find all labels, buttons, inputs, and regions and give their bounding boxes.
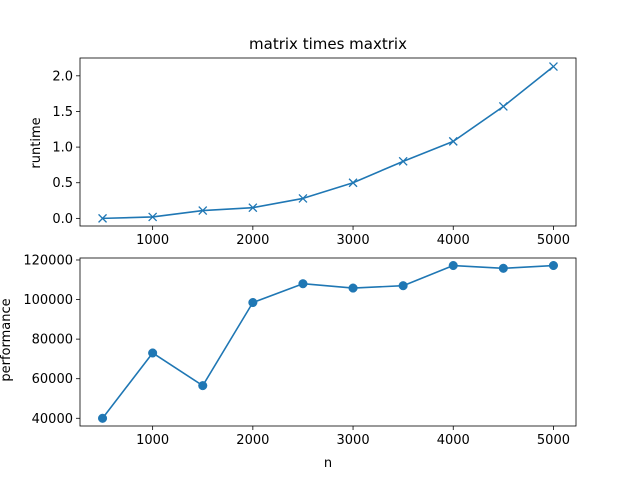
data-point-x-marker <box>398 156 408 166</box>
data-point-stroke <box>498 102 508 111</box>
axes-frame <box>79 57 577 227</box>
data-point-x-marker <box>198 206 208 215</box>
y-tick-label: 40000 <box>32 412 73 427</box>
data-point-circle-marker <box>198 381 208 391</box>
x-tick-label: 2000 <box>236 433 269 448</box>
data-point-x-marker <box>448 136 458 146</box>
y-tick-label: 0.0 <box>52 212 73 227</box>
data-point-x-marker <box>548 62 558 72</box>
data-point-x-marker <box>348 178 358 188</box>
data-point-circle-marker <box>398 281 408 291</box>
data-point-circle-marker <box>298 279 308 289</box>
data-point-circle-marker <box>498 263 508 273</box>
data-point-circle-marker <box>448 260 458 271</box>
data-point-circle-marker <box>548 260 559 271</box>
x-tick-label: 3000 <box>337 233 370 248</box>
data-point-x-marker <box>498 102 508 111</box>
y-tick-label: 100000 <box>23 293 73 308</box>
data-point-circle-marker <box>97 413 108 423</box>
x-tick-label: 1000 <box>136 433 169 448</box>
axes-frame <box>79 257 577 427</box>
data-point-x-marker <box>148 212 158 222</box>
data-point-stroke <box>248 203 258 213</box>
data-point-x-marker <box>98 213 108 223</box>
data-point-stroke <box>548 62 558 72</box>
x-tick-label: 4000 <box>437 233 470 248</box>
runtime-subplot: matrix times maxtrix runtime 1000 2000 300… <box>29 35 577 248</box>
data-point-x-marker <box>248 203 258 213</box>
data-point-circle-marker <box>348 283 358 293</box>
x-tick-label: 1000 <box>136 233 169 248</box>
data-point-stroke <box>198 206 208 215</box>
chart-title: matrix times maxtrix <box>249 35 407 53</box>
y-tick-label: 0.5 <box>52 176 73 191</box>
x-tick-label: 5000 <box>537 233 570 248</box>
y-tick-label: 60000 <box>32 372 73 387</box>
y-tick-label: 80000 <box>32 333 73 348</box>
x-tick-label: 5000 <box>537 433 570 448</box>
y-axis-label-runtime: runtime <box>29 117 44 168</box>
data-point-stroke <box>98 213 108 223</box>
data-point-x-marker <box>298 193 308 203</box>
x-tick-label: 2000 <box>236 233 269 248</box>
data-point-circle-marker <box>148 348 158 358</box>
y-tick-label: 1.5 <box>52 105 73 120</box>
data-point-stroke <box>298 193 308 203</box>
performance-subplot: performance n 1000 2000 3000 4000 5000 40000 6… <box>0 253 577 471</box>
x-tick-label: 4000 <box>437 433 470 448</box>
series-line <box>102 65 554 220</box>
y-tick-label: 120000 <box>23 253 73 268</box>
y-tick-label: 2.0 <box>52 69 73 84</box>
data-point-stroke <box>148 212 158 222</box>
y-tick-label: 1.0 <box>52 141 73 156</box>
data-point-stroke <box>448 136 458 146</box>
x-tick-label: 3000 <box>337 433 370 448</box>
data-point-stroke <box>398 156 408 166</box>
data-point-stroke <box>348 178 358 188</box>
series-line <box>101 264 554 419</box>
x-axis-label-n: n <box>324 456 332 471</box>
data-point-circle-marker <box>248 297 258 308</box>
y-axis-label-performance: performance <box>0 298 14 381</box>
